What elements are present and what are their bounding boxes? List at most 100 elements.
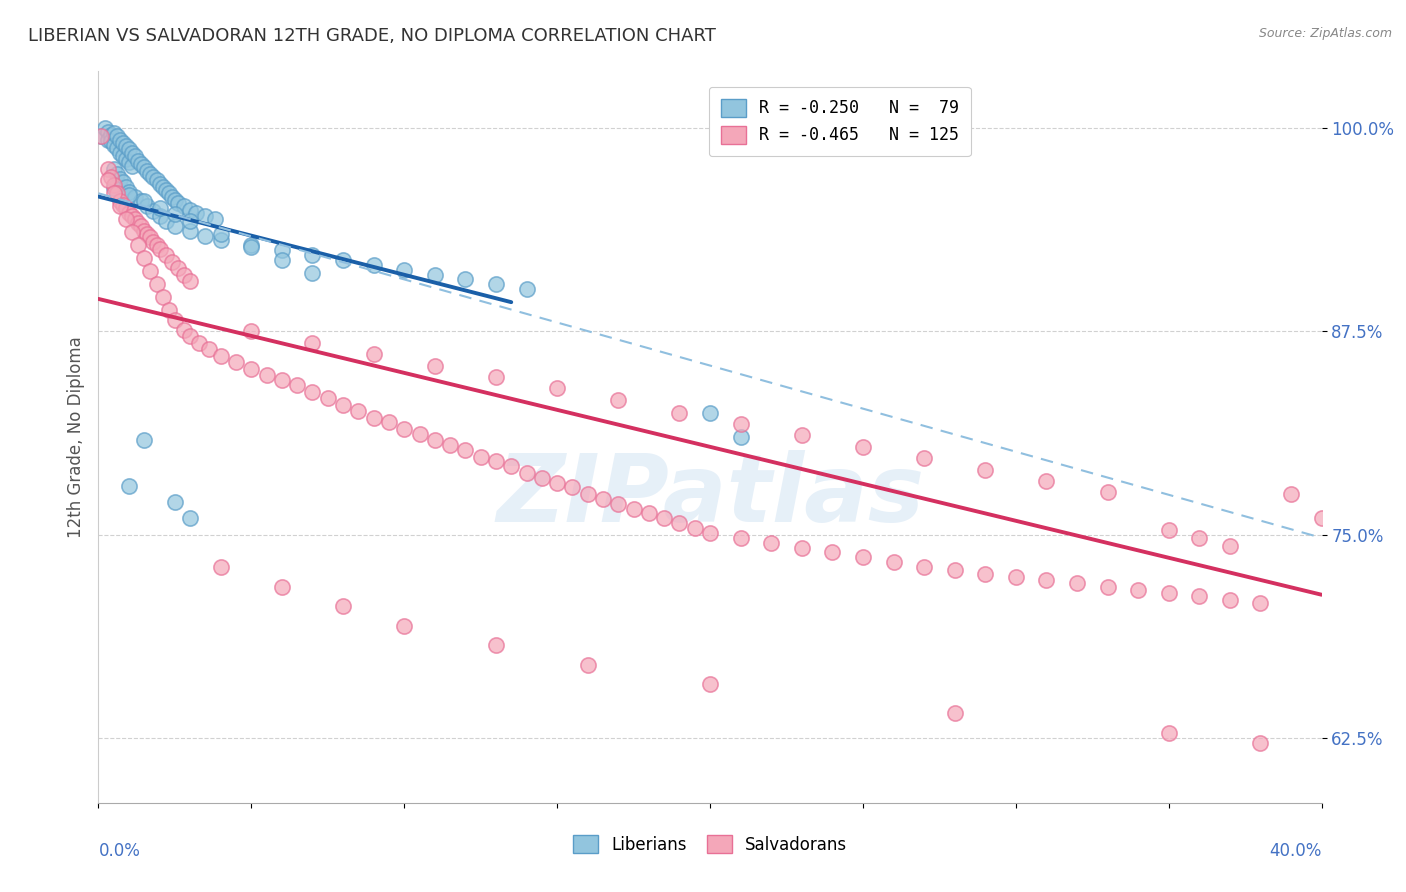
Point xyxy=(105,167,128,181)
Point xyxy=(127,238,149,252)
Text: ZIPatlas: ZIPatlas xyxy=(496,450,924,541)
Point xyxy=(118,479,141,493)
Point xyxy=(149,242,172,256)
Point xyxy=(129,194,152,209)
Point xyxy=(592,491,614,506)
Point xyxy=(194,228,217,243)
Point xyxy=(485,370,508,384)
Point xyxy=(485,638,508,652)
Point xyxy=(155,183,177,197)
Point xyxy=(115,179,138,194)
Point xyxy=(121,225,143,239)
Point xyxy=(93,121,115,136)
Point xyxy=(145,238,167,252)
Point xyxy=(423,268,446,282)
Point xyxy=(1188,531,1211,545)
Point xyxy=(408,426,430,441)
Point xyxy=(134,224,156,238)
Point xyxy=(121,209,143,223)
Point xyxy=(197,343,219,357)
Point xyxy=(179,274,201,288)
Point xyxy=(100,169,122,184)
Point xyxy=(173,199,195,213)
Point xyxy=(136,163,159,178)
Point xyxy=(943,706,966,721)
Point xyxy=(883,555,905,569)
Point xyxy=(270,580,292,594)
Point xyxy=(139,264,162,278)
Point xyxy=(1097,580,1119,594)
Point xyxy=(516,466,538,480)
Point xyxy=(852,440,875,454)
Point xyxy=(103,186,125,201)
Point xyxy=(142,169,165,184)
Y-axis label: 12th Grade, No Diploma: 12th Grade, No Diploma xyxy=(66,336,84,538)
Point xyxy=(1035,573,1057,587)
Point xyxy=(105,186,128,201)
Text: 0.0%: 0.0% xyxy=(98,842,141,860)
Point xyxy=(730,417,752,431)
Legend: Liberians, Salvadorans: Liberians, Salvadorans xyxy=(567,829,853,860)
Point xyxy=(152,290,174,304)
Point xyxy=(103,181,125,195)
Point xyxy=(1157,586,1180,600)
Point xyxy=(139,167,162,181)
Point xyxy=(160,254,183,268)
Point xyxy=(163,219,186,233)
Point xyxy=(111,197,134,211)
Point xyxy=(105,141,128,155)
Point xyxy=(347,404,370,418)
Point xyxy=(301,335,323,350)
Point xyxy=(209,349,232,363)
Point xyxy=(163,495,186,509)
Point xyxy=(454,443,477,458)
Point xyxy=(90,129,112,144)
Point xyxy=(546,381,568,395)
Point xyxy=(103,137,125,152)
Point xyxy=(97,124,120,138)
Point xyxy=(607,497,630,511)
Point xyxy=(363,410,385,425)
Point xyxy=(485,277,508,292)
Point xyxy=(108,145,131,160)
Point xyxy=(118,142,141,156)
Point xyxy=(103,161,125,176)
Point xyxy=(129,219,152,233)
Point xyxy=(124,189,146,203)
Point xyxy=(149,209,172,223)
Point xyxy=(139,230,162,244)
Point xyxy=(501,459,523,474)
Point xyxy=(134,161,156,175)
Point xyxy=(134,434,156,448)
Point xyxy=(301,248,323,262)
Point xyxy=(974,462,997,476)
Point xyxy=(179,224,201,238)
Point xyxy=(1219,592,1241,607)
Point xyxy=(115,201,138,215)
Point xyxy=(240,240,263,254)
Point xyxy=(943,563,966,577)
Point xyxy=(194,209,217,223)
Point xyxy=(118,187,141,202)
Point xyxy=(1219,539,1241,553)
Point xyxy=(118,206,141,220)
Point xyxy=(149,177,172,191)
Point xyxy=(759,535,782,549)
Point xyxy=(121,159,143,173)
Point xyxy=(423,359,446,373)
Point xyxy=(134,194,156,209)
Point xyxy=(167,196,190,211)
Point xyxy=(127,215,149,229)
Point xyxy=(97,133,120,147)
Point xyxy=(142,204,165,219)
Point xyxy=(392,422,416,436)
Point xyxy=(155,214,177,228)
Point xyxy=(97,161,120,176)
Point xyxy=(115,212,138,227)
Point xyxy=(97,173,120,187)
Point xyxy=(179,329,201,343)
Point xyxy=(1157,726,1180,740)
Point xyxy=(1402,349,1406,363)
Point xyxy=(127,153,149,168)
Point xyxy=(516,282,538,296)
